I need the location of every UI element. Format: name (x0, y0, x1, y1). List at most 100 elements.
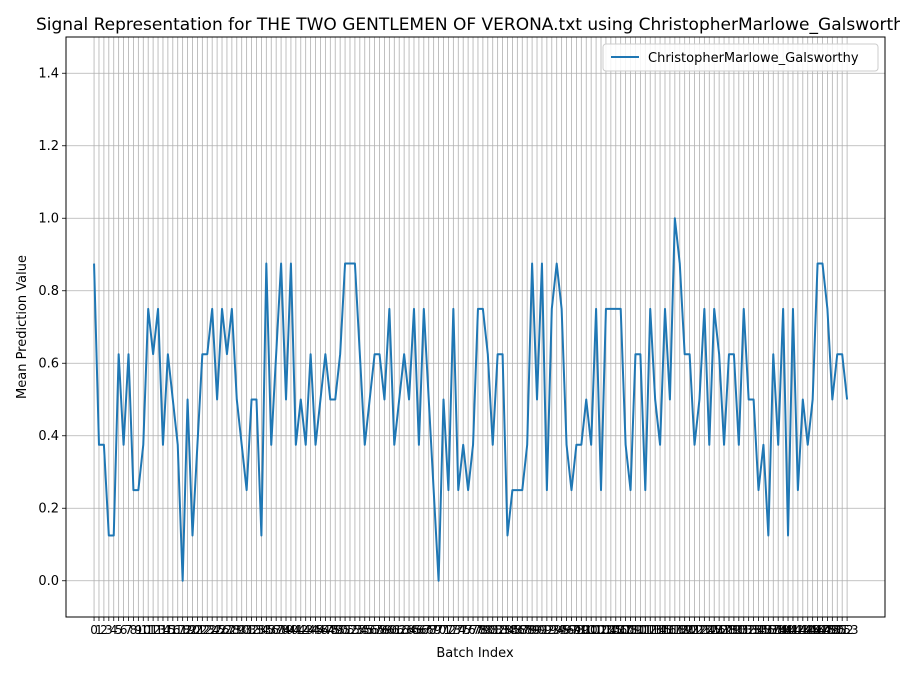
x-tick-label: 152 (831, 623, 854, 637)
x-tick-label: 68 (421, 623, 436, 637)
x-tick-label: 84 (500, 623, 515, 637)
x-tick-label: 108 (614, 623, 637, 637)
x-tick-label: 46 (313, 623, 328, 637)
x-tick-label: 64 (401, 623, 416, 637)
x-tick-label: 73 (446, 623, 461, 637)
x-tick-label: 140 (772, 623, 795, 637)
x-tick-label: 18 (175, 623, 190, 637)
x-tick-label: 98 (569, 623, 584, 637)
x-tick-label: 58 (372, 623, 387, 637)
x-tick-label: 129 (718, 623, 741, 637)
x-tick-label: 3 (105, 623, 113, 637)
x-tick-label: 15 (160, 623, 175, 637)
x-tick-label: 1 (95, 623, 103, 637)
x-tick-label: 37 (269, 623, 284, 637)
x-tick-label: 17 (170, 623, 185, 637)
x-tick-label: 25 (209, 623, 224, 637)
x-tick-label: 69 (426, 623, 441, 637)
x-tick-label: 132 (732, 623, 755, 637)
x-tick-label: 31 (239, 623, 254, 637)
x-tick-label: 49 (328, 623, 343, 637)
x-tick-label: 45 (308, 623, 323, 637)
x-tick-label: 38 (273, 623, 288, 637)
x-tick-label: 61 (387, 623, 402, 637)
x-tick-label: 0 (90, 623, 98, 637)
x-tick-label: 34 (254, 623, 269, 637)
x-tick-label: 75 (456, 623, 471, 637)
x-tick-label: 36 (264, 623, 279, 637)
x-tick-label: 111 (629, 623, 652, 637)
x-tick-label: 153 (836, 623, 859, 637)
x-tick-label: 125 (698, 623, 721, 637)
y-axis-label: Mean Prediction Value (15, 255, 30, 399)
x-tick-label: 112 (634, 623, 657, 637)
x-tick-label: 141 (777, 623, 800, 637)
x-tick-label: 65 (406, 623, 421, 637)
x-tick-label: 107 (609, 623, 632, 637)
x-tick-label: 16 (165, 623, 180, 637)
x-tick-label: 123 (688, 623, 711, 637)
x-tick-label: 8 (130, 623, 138, 637)
x-tick-label: 39 (278, 623, 293, 637)
x-tick-label: 144 (791, 623, 814, 637)
x-tick-label: 27 (219, 623, 234, 637)
x-tick-label: 23 (200, 623, 215, 637)
x-tick-label: 57 (367, 623, 382, 637)
x-tick-label: 119 (668, 623, 691, 637)
x-tick-label: 135 (747, 623, 770, 637)
x-tick-label: 60 (382, 623, 397, 637)
x-tick-label: 115 (649, 623, 672, 637)
series-line-christophermarlowe-galsworthy (93, 217, 849, 582)
x-tick-label: 95 (554, 623, 569, 637)
y-tick-label: 0.4 (38, 429, 59, 444)
x-tick-label: 136 (752, 623, 775, 637)
x-tick-label: 127 (708, 623, 731, 637)
y-tick-label: 0.2 (38, 501, 59, 516)
x-tick-label: 10 (136, 623, 151, 637)
x-tick-label: 22 (195, 623, 210, 637)
y-tick-label: 1.2 (38, 139, 59, 154)
x-tick-label: 150 (821, 623, 844, 637)
x-tick-label: 128 (713, 623, 736, 637)
x-tick-label: 43 (298, 623, 313, 637)
x-tick-label: 13 (150, 623, 165, 637)
x-tick-label: 67 (416, 623, 431, 637)
x-tick-label: 139 (767, 623, 790, 637)
x-tick-label: 6 (120, 623, 128, 637)
legend-label: ChristopherMarlowe_Galsworthy (648, 51, 859, 66)
x-tick-label: 121 (678, 623, 701, 637)
x-tick-label: 142 (782, 623, 805, 637)
x-tick-label: 62 (392, 623, 407, 637)
x-tick-label: 24 (205, 623, 220, 637)
x-tick-label: 29 (229, 623, 244, 637)
x-tick-label: 146 (801, 623, 824, 637)
x-tick-label: 100 (575, 623, 598, 637)
x-tick-label: 40 (283, 623, 298, 637)
x-tick-label: 143 (786, 623, 809, 637)
y-tick-labels: 0.0 0.2 0.4 0.6 0.8 1.0 1.2 1.4 (38, 66, 66, 589)
x-tick-label: 94 (549, 623, 564, 637)
x-tick-label: 126 (703, 623, 726, 637)
x-tick-label: 53 (347, 623, 362, 637)
x-tick-label: 26 (214, 623, 229, 637)
x-tick-label: 91 (534, 623, 549, 637)
x-tick-label: 19 (180, 623, 195, 637)
x-tick-label: 59 (377, 623, 392, 637)
x-tick-label: 78 (470, 623, 485, 637)
x-tick-labels: 0123456789101112131415161718192021222324… (90, 617, 859, 637)
x-tick-label: 20 (185, 623, 200, 637)
x-tick-label: 47 (318, 623, 333, 637)
x-tick-label: 79 (475, 623, 490, 637)
x-tick-label: 130 (722, 623, 745, 637)
x-tick-label: 21 (190, 623, 205, 637)
x-tick-label: 14 (155, 623, 170, 637)
x-tick-label: 105 (599, 623, 622, 637)
x-tick-label: 76 (460, 623, 475, 637)
y-tick-label: 0.0 (38, 574, 59, 589)
x-tick-label: 116 (654, 623, 677, 637)
x-tick-label: 103 (590, 623, 613, 637)
x-tick-label: 32 (244, 623, 259, 637)
x-tick-label: 80 (480, 623, 495, 637)
x-tick-label: 96 (559, 623, 574, 637)
